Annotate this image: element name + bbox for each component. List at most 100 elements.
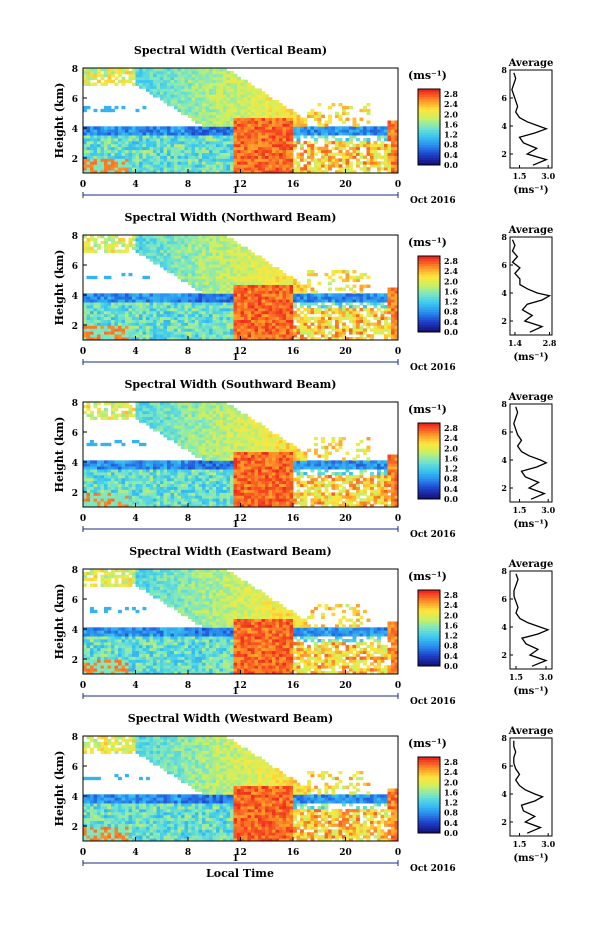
heatmap-cell [275,325,280,329]
heatmap-cell [279,331,283,335]
heatmap-cell [359,132,364,136]
heatmap-cell [135,249,140,253]
heatmap-cell [184,88,189,92]
heatmap-cell [307,307,311,312]
heatmap-cell [387,495,392,499]
heatmap-cell [282,337,287,341]
heatmap-cell [104,237,108,242]
heatmap-cell [195,302,199,306]
heatmap-cell [205,158,210,162]
heatmap-cell [205,255,210,259]
heatmap-cell [195,138,199,142]
heatmap-cell [254,492,259,496]
heatmap-cell [149,302,154,306]
heatmap-cell [233,264,238,268]
heatmap-cell [195,117,199,121]
heatmap-cell [125,319,129,323]
heatmap-cell [146,337,150,341]
heatmap-cell [394,501,399,505]
heatmap-cell [268,146,273,151]
heatmap-cell [191,240,196,245]
heatmap-cell [380,331,385,335]
heatmap-cell [230,270,234,274]
heatmap-cell [300,293,304,297]
heatmap-cell [149,293,154,297]
heatmap-cell [254,331,259,335]
heatmap-cell [345,140,350,145]
heatmap-cell [230,267,234,271]
heatmap-cell [300,123,304,127]
heatmap-cell [104,489,108,493]
heatmap-cell [254,305,259,309]
heatmap-cell [135,501,140,505]
heatmap-cell [219,261,224,265]
heatmap-cell [146,316,150,320]
heatmap-cell [230,310,234,315]
heatmap-cell [363,316,367,320]
heatmap-cell [317,135,322,139]
heatmap-cell [142,310,147,315]
heatmap-cell [198,267,203,271]
heatmap-cell [198,255,203,259]
heatmap-cell [349,138,353,142]
heatmap-cell [384,296,388,300]
heatmap-cell [142,161,147,165]
heatmap-cell [219,307,224,312]
heatmap-cell [345,299,350,303]
heatmap-cell [324,152,329,156]
heatmap-cell [146,235,150,239]
heatmap-cell [384,316,388,320]
heatmap-cell [314,129,318,133]
heatmap-cell [153,126,157,130]
heatmap-cell [118,296,122,300]
heatmap-cell [300,498,304,502]
heatmap-cell [184,126,189,130]
heatmap-cell [139,504,143,508]
heatmap-cell [223,275,227,280]
heatmap-cell [163,319,168,323]
heatmap-cell [230,149,234,153]
heatmap-cell [307,164,311,168]
heatmap-cell [142,85,147,89]
heatmap-cell [188,111,192,116]
heatmap-cell [237,264,241,268]
heatmap-cell [268,267,273,271]
heatmap-cell [293,281,297,285]
heatmap-cell [317,164,322,168]
heatmap-cell [156,129,161,133]
heatmap-cell [90,328,94,332]
heatmap-cell [170,88,175,92]
heatmap-cell [212,307,217,312]
heatmap-cell [233,103,238,107]
heatmap-cell [163,152,168,156]
heatmap-cell [195,296,199,300]
heatmap-cell [289,331,294,335]
heatmap-cell [342,126,346,130]
heatmap-cell [296,161,301,165]
heatmap-cell [380,155,385,159]
colorbar-segment [418,94,440,97]
heatmap-cell [184,161,189,165]
heatmap-cell [268,117,273,121]
panel-svg: Spectral Width (Northward Beam)Height (k… [53,211,557,373]
colorbar-segment [418,316,440,320]
heatmap-cell [153,82,157,86]
heatmap-cell [289,120,294,124]
heatmap-cell [198,302,203,306]
heatmap-cell [195,76,199,81]
heatmap-cell [226,267,231,271]
heatmap-cell [261,305,266,309]
heatmap-cell [321,135,325,139]
heatmap-cell [230,334,234,338]
heatmap-cell [352,486,357,490]
heatmap-cell [335,501,339,505]
heatmap-cell [205,114,210,118]
heatmap-cell [216,123,220,127]
heatmap-cell [118,249,122,253]
heatmap-cell [167,135,171,139]
heatmap-cell [163,146,168,151]
heatmap-cell [223,135,227,139]
heatmap-cell [303,296,308,300]
heatmap-cell [244,146,248,151]
heatmap-cell [86,302,91,306]
